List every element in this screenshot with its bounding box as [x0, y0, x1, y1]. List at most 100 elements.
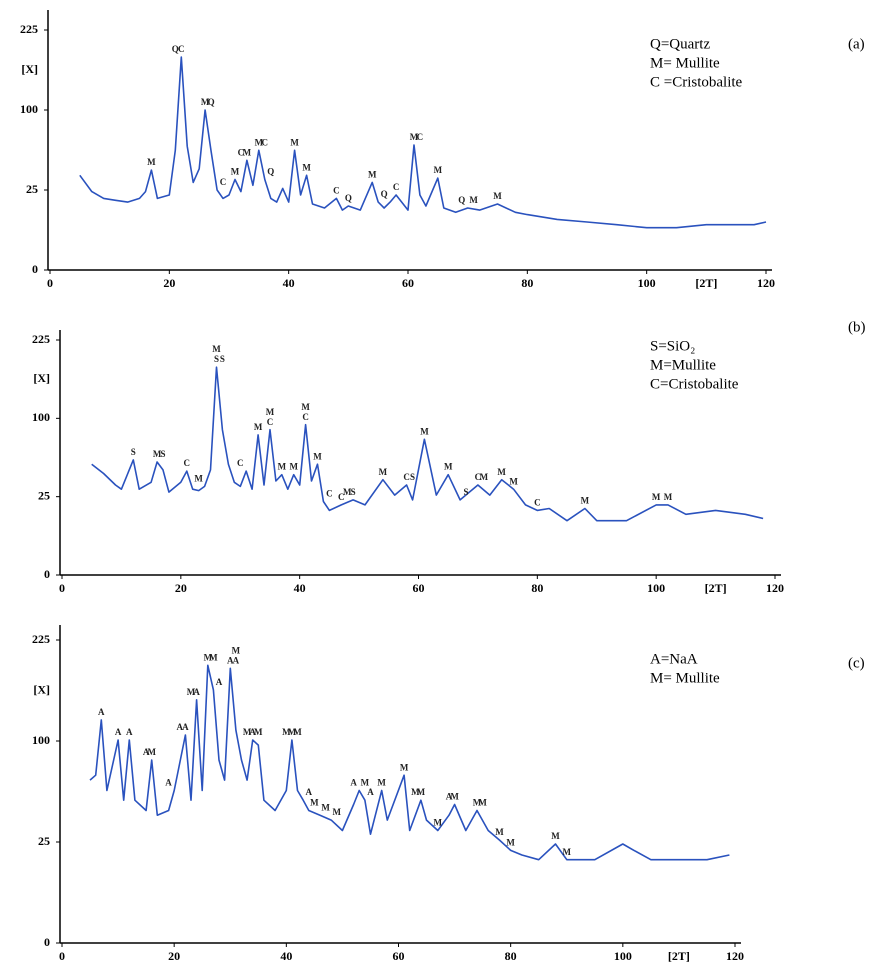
x-tick-label: 80	[521, 276, 533, 290]
y-axis-label: [X]	[33, 682, 50, 696]
x-tick-label: 20	[175, 581, 187, 595]
peak-label: M	[411, 787, 420, 797]
peak-label: M	[243, 147, 252, 157]
peak-label: S	[220, 354, 225, 364]
peak-label: A	[350, 778, 357, 788]
peak-label: S	[410, 472, 415, 482]
peak-label: M	[266, 407, 275, 417]
y-tick-label: 25	[38, 834, 50, 848]
peak-label: M	[302, 162, 311, 172]
peak-label: M	[255, 137, 264, 147]
peak-label: M	[434, 165, 443, 175]
y-axis-label: [X]	[33, 371, 50, 385]
peak-label: M	[450, 792, 459, 802]
peak-label: S	[214, 354, 219, 364]
x-tick-label: 40	[294, 581, 306, 595]
peak-label: M	[379, 467, 388, 477]
peak-label: M	[147, 747, 156, 757]
peak-label: A	[115, 727, 122, 737]
x-axis-label: [2T]	[695, 276, 717, 290]
peak-label: M	[563, 847, 572, 857]
x-tick-label: 0	[59, 581, 65, 595]
peak-label: M	[212, 344, 221, 354]
peak-label: M	[288, 727, 297, 737]
peak-label: C	[475, 472, 482, 482]
x-tick-label: 60	[393, 949, 405, 963]
peak-label: A	[126, 727, 133, 737]
peak-label: M	[493, 191, 502, 201]
peak-label: M	[551, 831, 560, 841]
peak-label: C	[417, 132, 424, 142]
peak-label: M	[469, 195, 478, 205]
y-tick-label: 25	[26, 182, 38, 196]
panel-label: (a)	[848, 36, 865, 52]
peak-label: M	[581, 496, 590, 506]
x-tick-label: 120	[757, 276, 775, 290]
peak-label: M	[652, 492, 661, 502]
peak-label: A	[143, 747, 150, 757]
x-axis-label: [2T]	[668, 949, 690, 963]
peak-label: S	[464, 487, 469, 497]
peak-label: C	[184, 458, 191, 468]
x-tick-label: 40	[280, 949, 292, 963]
peak-label: M	[313, 451, 322, 461]
panel-label: (c)	[848, 655, 865, 671]
peak-label: M	[254, 727, 263, 737]
panel-label: (b)	[848, 319, 866, 335]
x-tick-label: 80	[505, 949, 517, 963]
legend-text: C=Cristobalite	[650, 376, 739, 392]
x-tick-label: 0	[59, 949, 65, 963]
peak-label: M	[232, 645, 241, 655]
peak-label: S	[161, 449, 166, 459]
peak-label: M	[254, 422, 263, 432]
peak-label: A	[193, 687, 200, 697]
peak-label: M	[321, 802, 330, 812]
peak-label: A	[182, 722, 189, 732]
y-tick-label: 25	[38, 488, 50, 502]
peak-label: M	[361, 778, 370, 788]
peak-label: M	[417, 787, 426, 797]
x-tick-label: 60	[402, 276, 414, 290]
x-tick-label: 100	[647, 581, 665, 595]
peak-label: C	[393, 182, 400, 192]
peak-label: M	[147, 157, 156, 167]
peak-label: M	[301, 402, 310, 412]
peak-label: M	[434, 818, 443, 828]
y-axis-label: [X]	[21, 62, 38, 76]
y-tick-label: 100	[20, 102, 38, 116]
peak-label: M	[506, 837, 515, 847]
peak-label: M	[243, 727, 252, 737]
peak-label: M	[664, 492, 673, 502]
peak-label: M	[204, 652, 213, 662]
peak-label: M	[509, 476, 518, 486]
x-tick-label: 20	[163, 276, 175, 290]
peak-label: M	[478, 798, 487, 808]
x-tick-label: 80	[531, 581, 543, 595]
peak-label: A	[249, 727, 256, 737]
legend-text: M=Mullite	[650, 357, 716, 373]
peak-label: C	[267, 417, 274, 427]
peak-label: A	[227, 655, 234, 665]
peak-label: S	[351, 487, 356, 497]
peak-label: C	[338, 492, 345, 502]
peak-label: M	[310, 798, 319, 808]
y-tick-label: 0	[44, 567, 50, 581]
peak-label: M	[209, 652, 218, 662]
x-tick-label: 100	[614, 949, 632, 963]
peak-label: C	[178, 44, 185, 54]
peak-label: C	[534, 497, 541, 507]
peak-label: M	[333, 807, 342, 817]
xrd-line	[79, 56, 767, 229]
peak-label: Q	[267, 167, 274, 177]
y-tick-label: 225	[32, 632, 50, 646]
peak-label: M	[497, 467, 506, 477]
peak-label: A	[177, 722, 184, 732]
peak-label: C	[302, 412, 309, 422]
peak-label: Q	[208, 97, 215, 107]
y-tick-label: 225	[20, 22, 38, 36]
peak-label: A	[165, 778, 172, 788]
peak-label: Q	[458, 195, 465, 205]
xrd-line	[89, 664, 730, 861]
peak-label: M	[289, 462, 298, 472]
